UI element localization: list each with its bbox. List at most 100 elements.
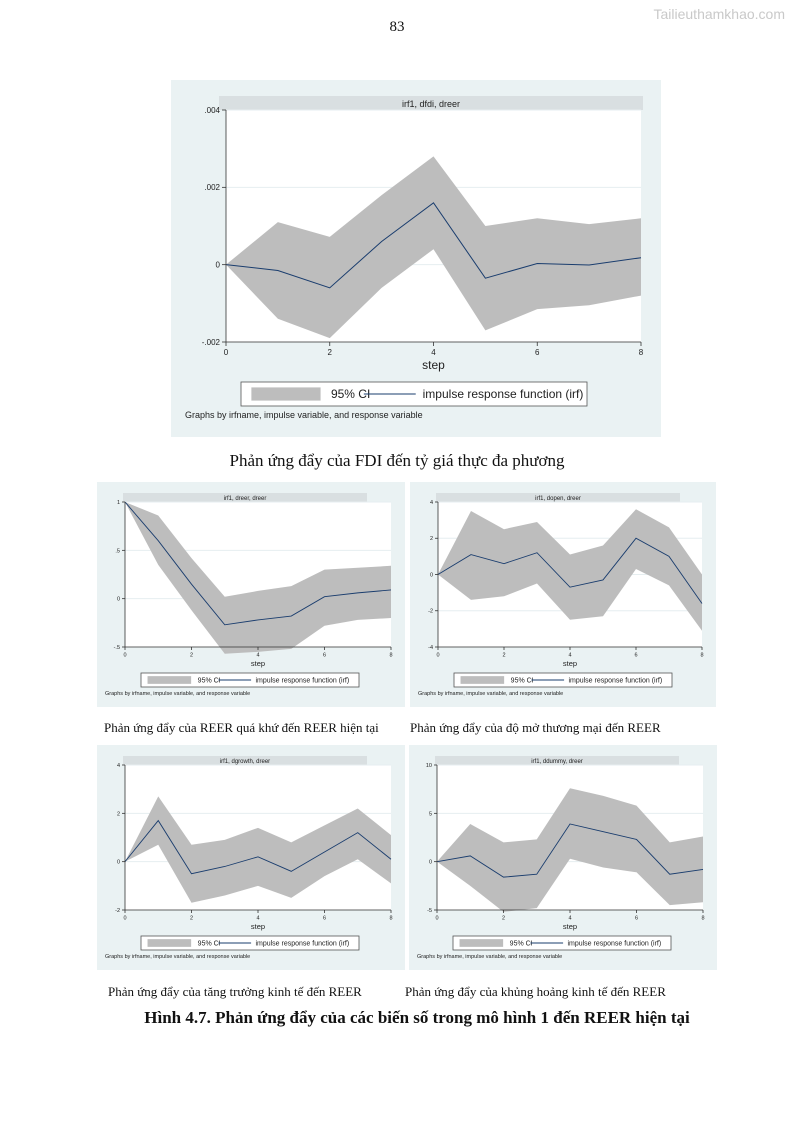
y-tick-label: 0 [216, 260, 221, 269]
legend-ci-swatch [147, 939, 192, 947]
graph-note: Graphs by irfname, impulse variable, and… [105, 954, 250, 960]
x-tick-label: 2 [190, 653, 193, 659]
x-axis-label: step [251, 659, 265, 668]
y-tick-label: -.5 [114, 645, 120, 651]
y-tick-label: 1 [117, 500, 120, 506]
x-tick-label: 6 [634, 653, 637, 659]
y-tick-label: 0 [429, 860, 432, 866]
irf-panel-reer: irf1, dreer, dreer -.5 0.5 1 0 2 4 6 8 step 95% CI… [97, 482, 405, 707]
x-tick-label: 4 [256, 653, 259, 659]
legend-ci-swatch [460, 676, 505, 684]
y-tick-label: 0 [430, 572, 433, 578]
chart-title: irf1, dreer, dreer [224, 496, 267, 502]
legend-ci-label: 95% CI [331, 387, 370, 401]
graph-note: Graphs by irfname, impulse variable, and… [418, 691, 563, 697]
ci-band [226, 156, 641, 339]
graph-note: Graphs by irfname, impulse variable, and… [417, 954, 562, 960]
x-tick-label: 0 [435, 916, 438, 922]
caption-reer: Phản ứng đẩy của REER quá khứ đến REER h… [104, 720, 379, 735]
x-axis-label: step [251, 922, 265, 931]
x-axis-label: step [563, 659, 577, 668]
chart-title-strip [435, 756, 679, 765]
watermark: Tailieuthamkhao.com [653, 6, 785, 22]
legend-ci-label: 95% CI [511, 677, 534, 684]
y-tick-label: -4 [428, 645, 433, 651]
x-tick-label: 0 [123, 653, 126, 659]
x-tick-label: 4 [568, 653, 571, 659]
irf-panel-dummy: irf1, ddummy, dreer -5 0 5 10 0 2 4 6 8 step 95% CI… [409, 745, 717, 970]
y-tick-label: .004 [204, 106, 220, 115]
x-tick-label: 8 [389, 653, 392, 659]
x-tick-label: 8 [639, 348, 644, 357]
y-tick-label: .5 [115, 548, 120, 554]
legend-ci-swatch [147, 676, 192, 684]
y-tick-label: 2 [117, 811, 120, 817]
chart-title: irf1, ddummy, dreer [531, 759, 583, 765]
x-tick-label: 8 [701, 916, 704, 922]
graph-note: Graphs by irfname, impulse variable, and… [105, 691, 250, 697]
caption-open: Phản ứng đẩy của độ mở thương mại đến RE… [410, 720, 661, 735]
x-tick-label: 0 [224, 348, 229, 357]
chart-svg: irf1, dopen, dreer -4 -2 0 2 4 0 2 4 6 8 step 95% CI… [418, 493, 704, 697]
x-tick-label: 4 [256, 916, 259, 922]
y-tick-label: -.002 [202, 338, 221, 347]
x-tick-label: 8 [700, 653, 703, 659]
ci-band [438, 509, 702, 631]
x-tick-label: 6 [535, 348, 540, 357]
irf-panel-growth: irf1, dgrowth, dreer -2 0 2 4 0 2 4 6 8 step 95% CI… [97, 745, 405, 970]
x-tick-label: 8 [389, 916, 392, 922]
chart-title: irf1, dgrowth, dreer [220, 759, 270, 765]
graph-note: Graphs by irfname, impulse variable, and… [185, 410, 423, 420]
x-tick-label: 2 [328, 348, 333, 357]
caption-growth: Phản ứng đẩy của tăng trưởng kinh tế đến… [108, 984, 362, 999]
legend-irf-label: impulse response function (irf) [255, 940, 349, 947]
legend-ci-label: 95% CI [198, 940, 221, 947]
x-tick-label: 6 [323, 916, 326, 922]
figure-title: Hình 4.7. Phản ứng đẩy của các biến số t… [144, 1008, 690, 1027]
x-tick-label: 2 [190, 916, 193, 922]
chart-title-strip [436, 493, 680, 502]
y-tick-label: -5 [427, 908, 432, 914]
chart-title-strip [219, 96, 643, 110]
ci-band [125, 502, 391, 654]
y-tick-label: .002 [204, 183, 220, 192]
irf-panel-open: irf1, dopen, dreer -4 -2 0 2 4 0 2 4 6 8 step 95% CI… [410, 482, 716, 707]
legend-irf-label: impulse response function (irf) [567, 940, 661, 947]
chart-title: irf1, dopen, dreer [535, 496, 581, 502]
x-tick-label: 0 [123, 916, 126, 922]
page-number: 83 [389, 19, 405, 35]
x-tick-label: 4 [568, 916, 571, 922]
y-tick-label: 0 [117, 597, 120, 603]
x-tick-label: 4 [431, 348, 436, 357]
x-tick-label: 0 [436, 653, 439, 659]
irf-panel-fdi: irf1, dfdi, dreer -.002 0.002.004 0 2 4 6 8 step… [171, 80, 661, 437]
caption-dummy: Phản ứng đẩy của khủng hoảng kinh tế đến… [405, 984, 666, 999]
x-tick-label: 6 [635, 916, 638, 922]
chart-title-strip [123, 756, 367, 765]
ci-band [125, 796, 391, 903]
y-tick-label: 4 [430, 500, 433, 506]
chart-title-strip [123, 493, 367, 502]
x-tick-label: 6 [323, 653, 326, 659]
caption-fdi: Phản ứng đẩy của FDI đến tỷ giá thực đa … [229, 451, 565, 470]
legend-ci-label: 95% CI [510, 940, 533, 947]
legend-irf-label: impulse response function (irf) [568, 677, 662, 684]
legend-irf-label: impulse response function (irf) [423, 387, 584, 401]
chart-title: irf1, dfdi, dreer [402, 99, 460, 109]
legend-irf-label: impulse response function (irf) [255, 677, 349, 684]
y-tick-label: 4 [117, 763, 120, 769]
y-tick-label: -2 [428, 609, 433, 615]
x-tick-label: 2 [502, 916, 505, 922]
y-tick-label: 10 [426, 763, 432, 769]
y-tick-label: 0 [117, 860, 120, 866]
x-tick-label: 2 [502, 653, 505, 659]
y-tick-label: 5 [429, 811, 432, 817]
x-axis-label: step [563, 922, 577, 931]
y-tick-label: 2 [430, 536, 433, 542]
legend-ci-swatch [251, 387, 321, 401]
y-tick-label: -2 [115, 908, 120, 914]
